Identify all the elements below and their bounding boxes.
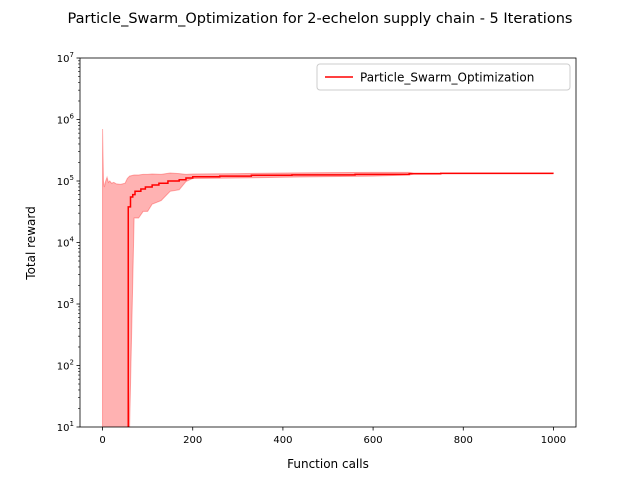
- x-axis-label: Function calls: [287, 457, 369, 471]
- y-tick-label-base: 10: [57, 177, 70, 188]
- x-tick-label: 400: [273, 435, 292, 446]
- y-tick-label-exponent: 3: [70, 297, 74, 305]
- y-tick-label-base: 10: [57, 300, 70, 311]
- y-tick-label-base: 10: [57, 362, 70, 373]
- y-tick-label: 103: [57, 297, 74, 311]
- y-tick-label-exponent: 7: [70, 51, 74, 59]
- y-tick-label: 106: [57, 113, 75, 127]
- legend: Particle_Swarm_Optimization: [316, 63, 571, 91]
- y-tick-label-base: 10: [57, 239, 70, 250]
- x-tick-label: 200: [183, 435, 202, 446]
- y-tick-label-exponent: 4: [70, 236, 75, 244]
- chart-title: Particle_Swarm_Optimization for 2-echelo…: [68, 11, 573, 27]
- legend-box: [316, 63, 571, 91]
- x-tick-label: 800: [454, 435, 473, 446]
- y-tick-label-base: 10: [57, 423, 70, 434]
- y-tick-label-base: 10: [57, 54, 70, 65]
- series-line: [127, 172, 554, 427]
- y-tick-label: 104: [57, 236, 75, 250]
- y-tick-label: 105: [57, 174, 74, 188]
- plot-area: [102, 129, 554, 427]
- y-axis-label: Total reward: [24, 206, 38, 280]
- legend-label: Particle_Swarm_Optimization: [360, 71, 534, 85]
- x-tick-label: 0: [99, 435, 105, 446]
- y-tick-label-exponent: 5: [70, 174, 74, 182]
- y-tick-label-exponent: 1: [70, 420, 74, 428]
- y-tick-label-base: 10: [57, 116, 70, 127]
- x-tick-label: 1000: [541, 435, 566, 446]
- y-tick-label: 102: [57, 359, 74, 373]
- x-tick-label: 600: [364, 435, 383, 446]
- plot-marks: [102, 129, 554, 427]
- y-tick-label-exponent: 2: [70, 359, 74, 367]
- y-tick-label: 107: [57, 51, 74, 65]
- y-tick-label: 101: [57, 420, 74, 434]
- y-tick-label-exponent: 6: [70, 113, 75, 121]
